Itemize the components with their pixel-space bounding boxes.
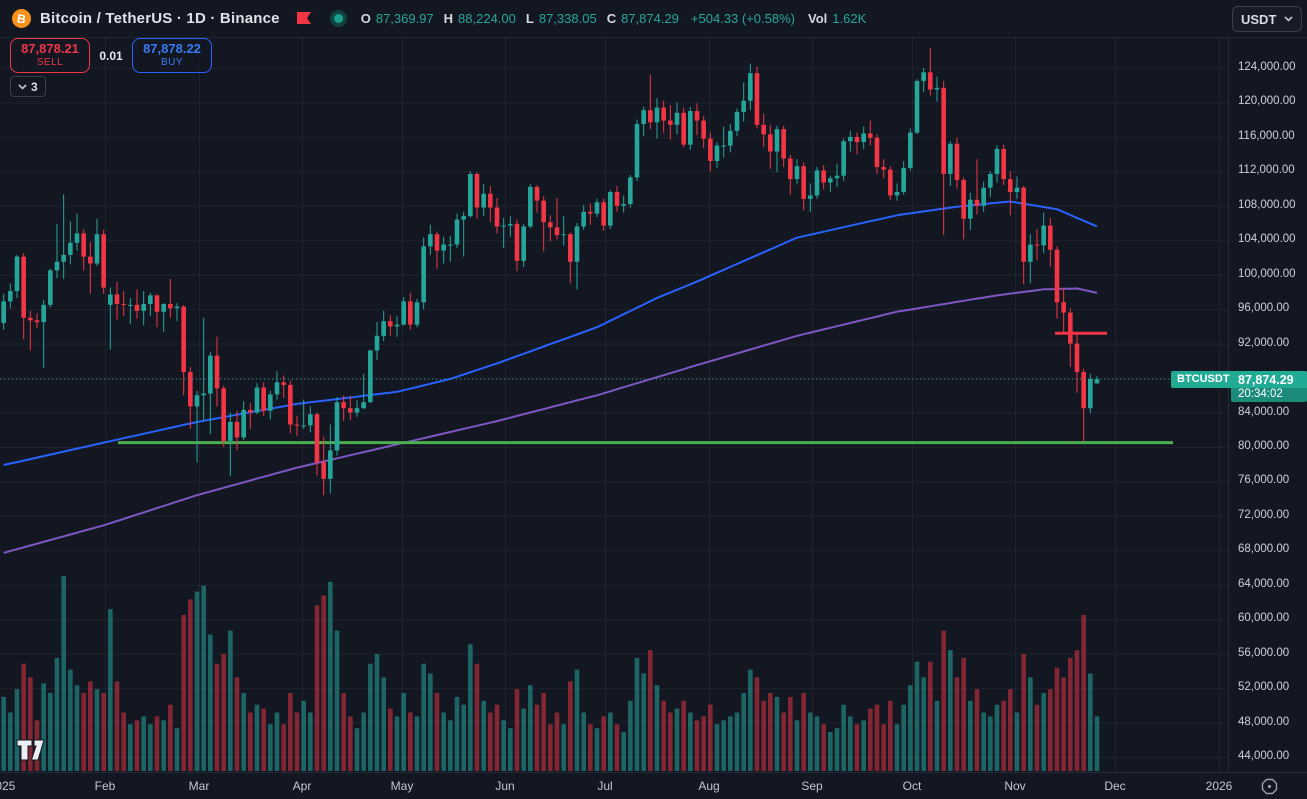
orders-collapse-button[interactable]: 3: [10, 76, 46, 97]
chart-toolbar: B Bitcoin / TetherUS · 1D · Binance O 87…: [0, 0, 1307, 38]
currency-select-value: USDT: [1241, 11, 1277, 27]
time-tick-label: Jul: [597, 779, 613, 793]
time-tick-label: Mar: [188, 779, 210, 793]
high-label: H: [443, 11, 454, 26]
price-tick-label: 48,000.00: [1238, 715, 1290, 728]
volume-value: 1.62K: [832, 11, 867, 26]
buy-button[interactable]: 87,878.22 BUY: [132, 38, 212, 73]
chevron-down-icon: [1284, 16, 1293, 22]
ma-long-blue: [3, 200, 1098, 466]
drawings-layer[interactable]: [118, 331, 1173, 445]
price-tick-label: 56,000.00: [1238, 646, 1290, 659]
time-tick-label: Aug: [698, 779, 720, 793]
bitcoin-logo-icon: B: [10, 7, 33, 30]
candlestick-chart-canvas[interactable]: [0, 0, 1228, 772]
open-label: O: [360, 11, 371, 26]
chevron-down-icon: [18, 83, 27, 90]
time-tick-label: Dec: [1104, 779, 1126, 793]
price-tick-label: 64,000.00: [1238, 577, 1290, 590]
change-value: +504.33 (+0.58%): [690, 11, 795, 26]
scale-settings-button[interactable]: [1232, 773, 1307, 799]
ma-longer-purple: [3, 287, 1098, 554]
bar-countdown: 20:34:02: [1231, 388, 1307, 403]
price-tick-label: 108,000.00: [1238, 198, 1296, 211]
symbol-price-badge: BTCUSDT: [1171, 370, 1236, 388]
price-tick-label: 44,000.00: [1238, 750, 1290, 762]
symbol-title[interactable]: Bitcoin / TetherUS · 1D · Binance: [40, 10, 280, 27]
price-tick-label: 104,000.00: [1238, 233, 1296, 246]
price-tick-label: 84,000.00: [1238, 405, 1290, 418]
moving-average-layer: [3, 200, 1098, 554]
time-axis-labels: 2025 Feb Mar Apr May Jun Jul Aug Sep Oct Nov Dec 202…: [0, 773, 1232, 799]
price-tick-label: 60,000.00: [1238, 612, 1290, 625]
time-tick-label: Feb: [94, 779, 116, 793]
high-value: 88,224.00: [458, 11, 516, 26]
time-tick-label: May: [390, 779, 414, 793]
gear-icon: [1261, 778, 1278, 795]
price-tick-label: 120,000.00: [1238, 95, 1296, 108]
buy-price: 87,878.22: [143, 41, 201, 57]
currency-select[interactable]: USDT: [1232, 6, 1302, 32]
time-axis[interactable]: 2025 Feb Mar Apr May Jun Jul Aug Sep Oct Nov Dec 202…: [0, 772, 1307, 799]
ohlc-readout: O 87,369.97 H 88,224.00 L 87,338.05 C 87…: [361, 11, 872, 26]
trade-widget: 87,878.21 SELL 0.01 87,878.22 BUY: [10, 38, 212, 73]
time-tick-label: Nov: [1004, 779, 1026, 793]
low-value: 87,338.05: [538, 11, 597, 26]
price-tick-label: 96,000.00: [1238, 302, 1290, 315]
spread-value: 0.01: [99, 48, 123, 63]
open-value: 87,369.97: [375, 11, 434, 26]
time-tick-label: 2025: [0, 779, 16, 793]
price-tick-label: 100,000.00: [1238, 267, 1296, 280]
time-tick-label: Sep: [801, 779, 823, 793]
market-status-icon[interactable]: [329, 10, 347, 27]
volume-layer: [1, 576, 1100, 771]
low-label: L: [525, 11, 534, 26]
candles-layer: [1, 48, 1100, 496]
close-label: C: [606, 11, 617, 26]
price-tick-label: 52,000.00: [1238, 681, 1290, 694]
price-tick-label: 112,000.00: [1238, 164, 1295, 177]
buy-label: BUY: [160, 57, 184, 69]
time-tick-label: Apr: [292, 779, 312, 793]
price-tick-label: 72,000.00: [1238, 508, 1290, 521]
sell-button[interactable]: 87,878.21 SELL: [10, 38, 90, 73]
current-price-axis-badge: 87,874.29 20:34:02: [1231, 371, 1307, 403]
volume-label: Vol: [808, 11, 828, 26]
price-tick-label: 116,000.00: [1238, 129, 1295, 142]
price-tick-label: 76,000.00: [1238, 474, 1290, 487]
grid-layer: [0, 38, 1228, 772]
price-tick-label: 92,000.00: [1238, 336, 1290, 349]
tradingview-logo[interactable]: [16, 738, 46, 767]
sell-label: SELL: [36, 57, 64, 69]
flag-icon[interactable]: [296, 11, 312, 26]
sell-price: 87,878.21: [21, 41, 79, 57]
time-tick-label: 2026: [1205, 779, 1232, 793]
price-tick-label: 68,000.00: [1238, 543, 1290, 556]
time-tick-label: Jun: [495, 779, 515, 793]
price-axis[interactable]: 124,000.00 120,000.00 116,000.00 112,000.00…: [1228, 0, 1307, 772]
price-tick-label: 80,000.00: [1238, 439, 1290, 452]
time-tick-label: Oct: [902, 779, 922, 793]
tradingview-logo-icon: [16, 739, 45, 761]
current-price-value: 87,874.29: [1238, 373, 1294, 388]
close-value: 87,874.29: [621, 11, 679, 26]
price-tick-label: 124,000.00: [1238, 61, 1296, 73]
orders-count: 3: [31, 79, 38, 94]
